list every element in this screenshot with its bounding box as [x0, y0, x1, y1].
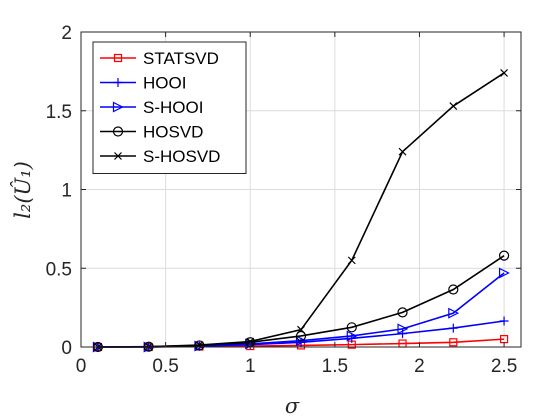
data-point: [295, 330, 307, 342]
x-tick-label: 2.5: [491, 356, 517, 377]
legend-entry: HOSVD: [100, 123, 203, 142]
legend-entry: S-HOSVD: [100, 147, 220, 166]
data-point: [499, 316, 509, 326]
data-point: [500, 69, 509, 77]
legend-label: HOSVD: [143, 123, 203, 142]
legend-marker: [112, 101, 124, 113]
legend-entry: S-HOOI: [100, 98, 203, 117]
legend-label: S-HOOI: [143, 98, 203, 117]
data-point: [297, 325, 305, 334]
legend-marker: [112, 126, 124, 137]
x-tick-label: 0: [76, 356, 87, 377]
data-point: [346, 322, 357, 333]
data-point: [498, 250, 510, 261]
data-point: [246, 337, 255, 346]
data-point: [397, 307, 408, 318]
data-point: [346, 330, 358, 342]
data-point: [398, 147, 407, 156]
legend-entry: STATSVD: [100, 49, 219, 68]
y-tick-label: 0: [61, 338, 72, 359]
x-tick-label: 1.5: [322, 356, 348, 377]
x-tick-label: 2: [414, 356, 425, 377]
data-point: [498, 267, 510, 279]
data-point: [397, 323, 409, 335]
x-tick-label: 0.5: [152, 356, 178, 377]
data-point: [296, 337, 306, 347]
legend-entry: HOOI: [100, 74, 186, 93]
data-point: [448, 284, 459, 295]
y-tick-label: 2: [61, 23, 72, 44]
legend: STATSVD HOOI S-HOOI HOSVD S-HOSVD: [92, 41, 247, 174]
data-point: [347, 256, 356, 265]
legend-label: HOOI: [143, 74, 186, 93]
x-axis-label: σ: [285, 394, 300, 418]
legend-marker: [113, 53, 123, 63]
legend-marker: [113, 78, 123, 87]
y-tick-label: 1: [61, 181, 72, 202]
legend-label: S-HOSVD: [143, 147, 220, 166]
axis-ticks: 0 0.5 1 1.5 2 2.5 0 0.5 1 1.5 2: [46, 23, 521, 377]
data-point: [295, 335, 307, 347]
data-point: [449, 338, 458, 347]
data-point: [448, 307, 460, 319]
data-point: [448, 323, 458, 333]
y-tick-label: 0.5: [46, 259, 72, 280]
x-tick-label: 1: [245, 356, 256, 377]
y-tick-label: 1.5: [46, 102, 72, 123]
data-point: [449, 102, 458, 110]
y-axis-label: l₂(Û₁): [10, 161, 35, 219]
legend-label: STATSVD: [143, 49, 219, 68]
legend-marker: [114, 152, 122, 160]
